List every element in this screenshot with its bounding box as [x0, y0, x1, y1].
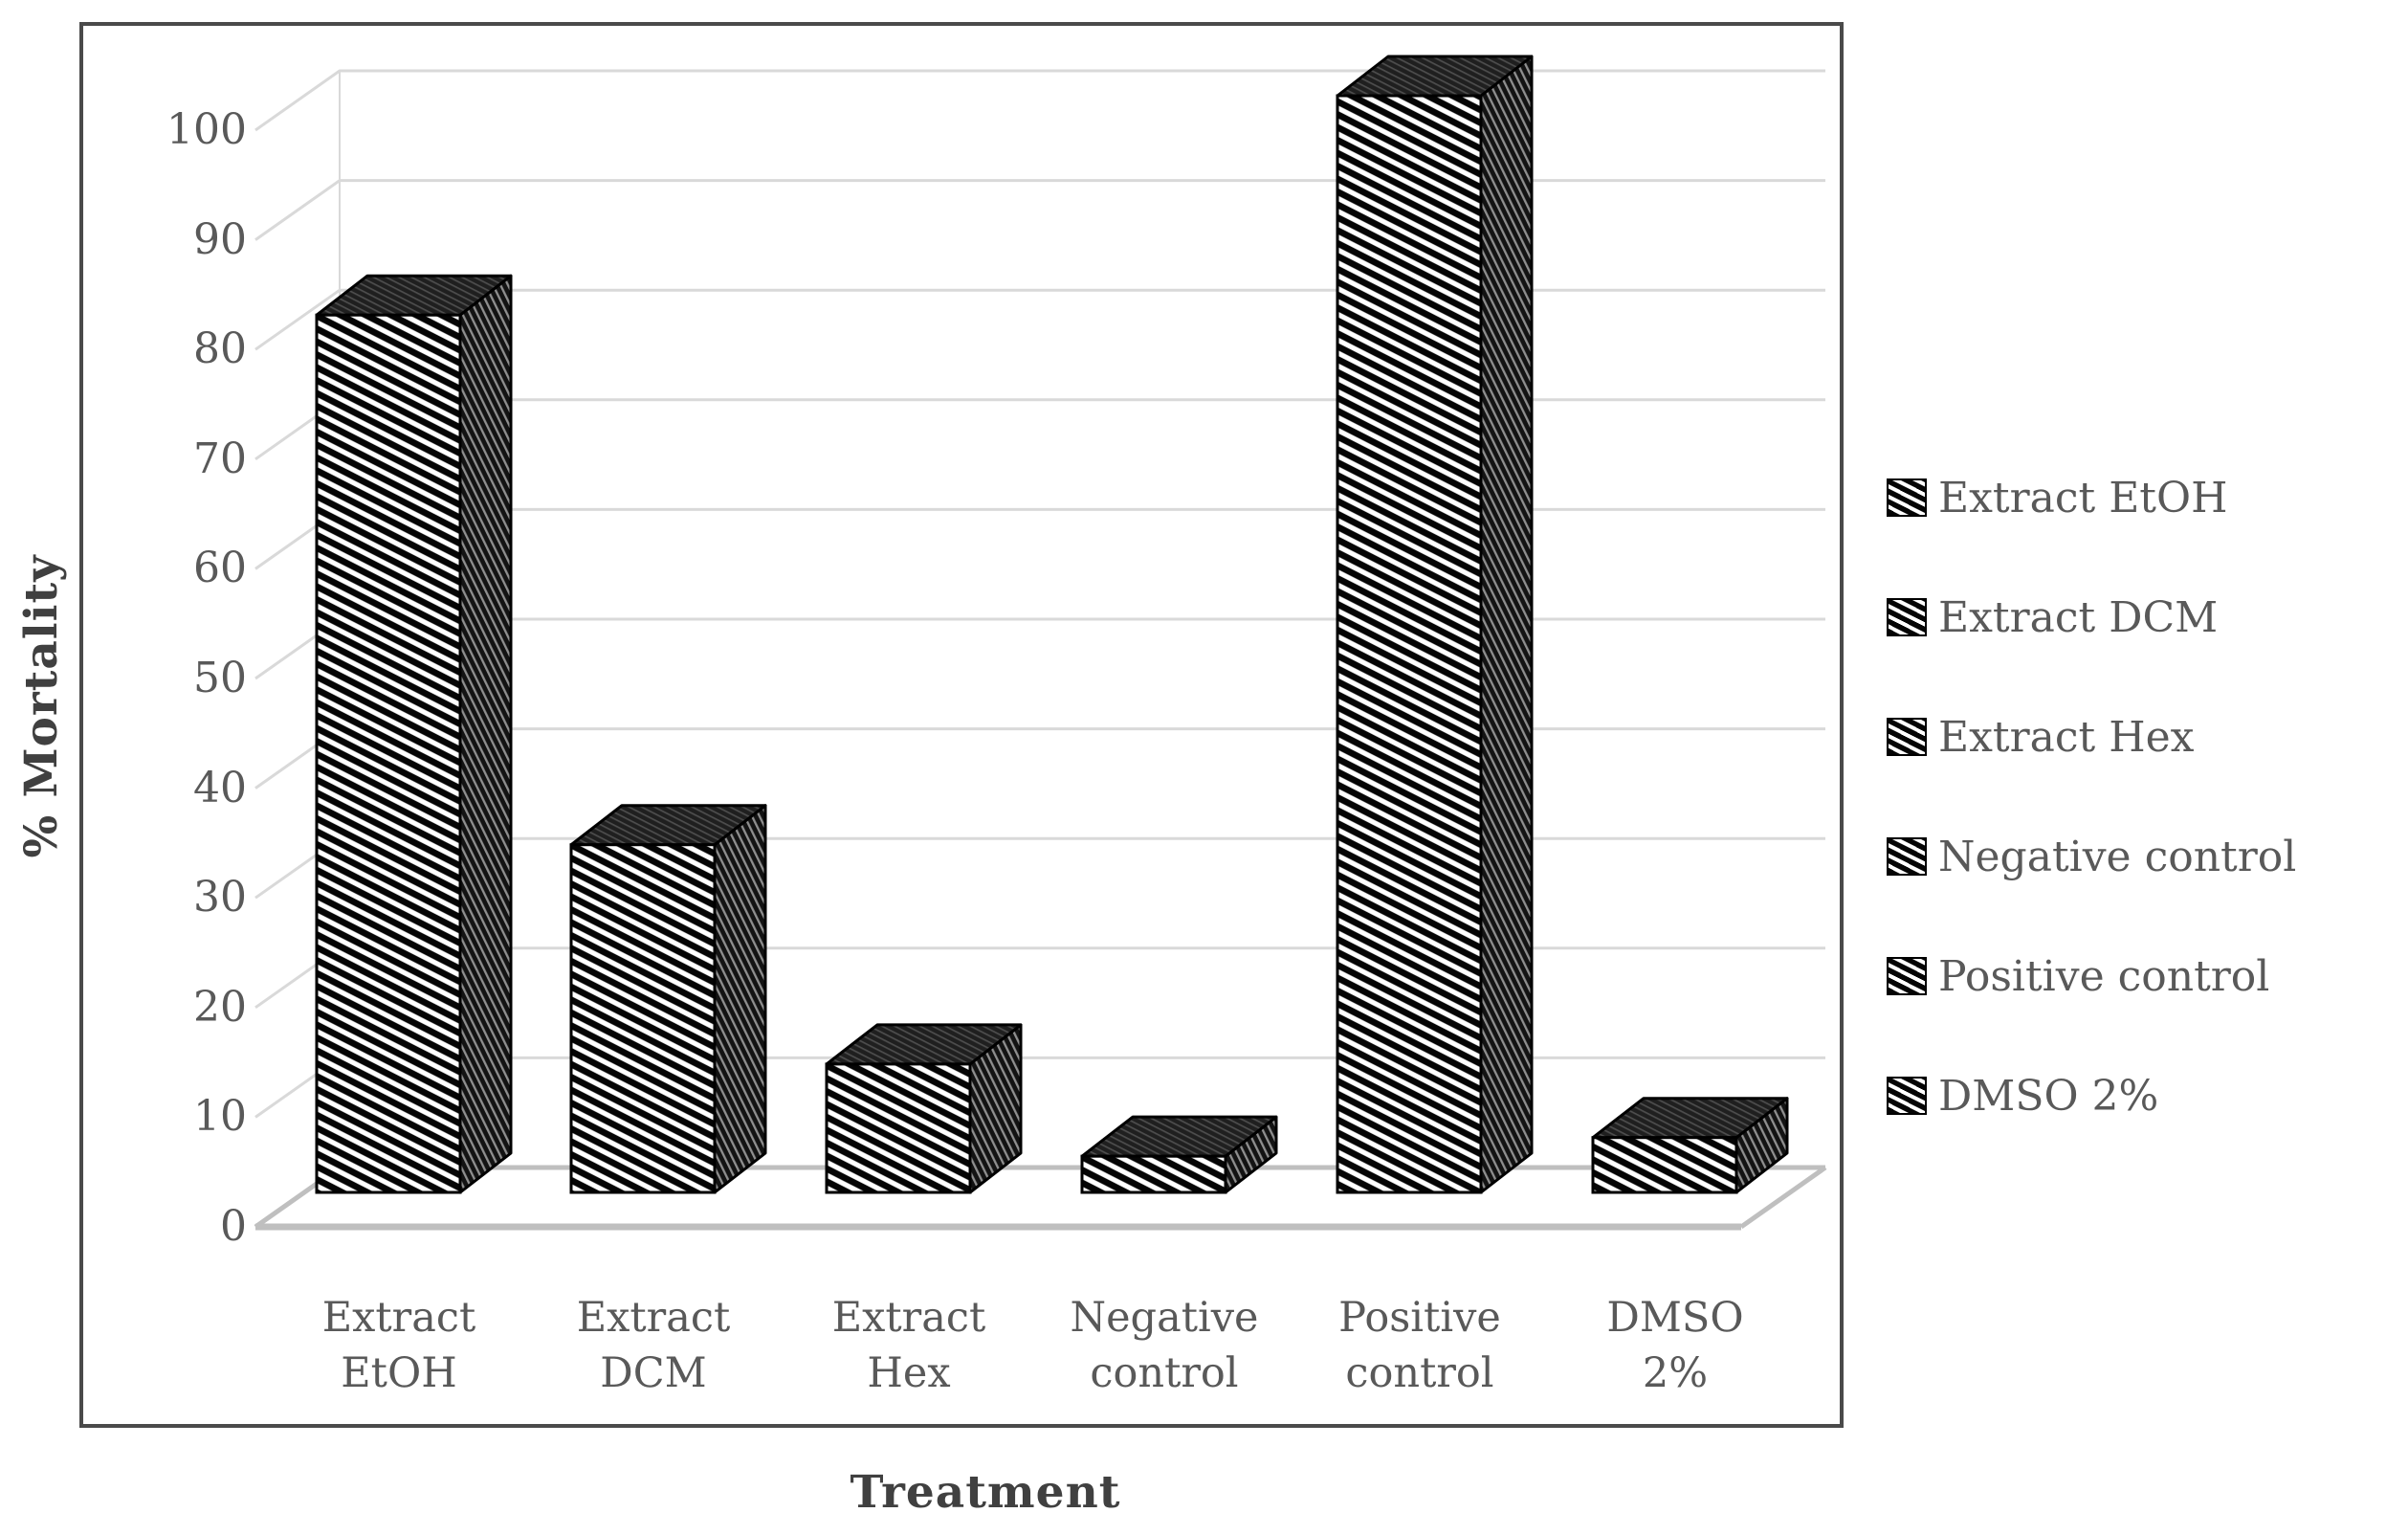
bar-side-face [1479, 55, 1534, 1194]
bar-extract-etoh [315, 274, 513, 1194]
category-label-line: 2% [1642, 1349, 1709, 1397]
legend-item-negative-control: Negative control [1887, 827, 2296, 886]
category-label-line: control [1345, 1349, 1494, 1397]
category-label-line: EtOH [341, 1349, 457, 1397]
y-tick-label-60: 60 [193, 544, 247, 593]
bar-front-face [825, 1062, 972, 1194]
gridline-100 [254, 69, 1825, 132]
category-label-line: control [1090, 1349, 1239, 1397]
category-label-line: Positive [1338, 1294, 1501, 1342]
bar-extract-dcm [569, 804, 767, 1194]
category-label-negative-control: Negative control [1045, 1290, 1284, 1401]
chart-frame-border [79, 22, 1844, 1428]
y-tick-label-70: 70 [193, 434, 247, 483]
legend-swatch-hatch-icon [1887, 598, 1927, 636]
category-label-line: Extract [321, 1294, 476, 1342]
category-label-line: DCM [600, 1349, 707, 1397]
bars [315, 55, 1789, 1194]
category-label-extract-hex: Extract Hex [789, 1290, 1028, 1401]
y-tick-label-100: 100 [166, 105, 247, 154]
y-tick-label-10: 10 [193, 1092, 247, 1142]
chart-floor [255, 1165, 1827, 1231]
legend-label: Negative control [1938, 832, 2297, 881]
legend-swatch-hatch-icon [1887, 957, 1927, 995]
bar-front-face [1336, 94, 1483, 1194]
legend-label: Positive control [1938, 951, 2270, 1001]
legend-label: Extract Hex [1938, 712, 2195, 762]
legend-label: DMSO 2% [1938, 1071, 2159, 1121]
y-tick-label-50: 50 [193, 654, 247, 702]
category-label-line: Hex [867, 1349, 951, 1397]
bar-side-face [458, 274, 513, 1194]
y-tick-label-40: 40 [193, 763, 247, 812]
bar-side-face [713, 804, 767, 1194]
bar-front-face [1591, 1136, 1738, 1194]
category-label-extract-dcm: Extract DCM [534, 1290, 773, 1401]
bar-front-face [569, 843, 717, 1194]
legend-item-extract-dcm: Extract DCM [1887, 588, 2218, 647]
bar-front-face [1080, 1154, 1227, 1194]
category-label-extract-etoh: Extract EtOH [279, 1290, 519, 1401]
legend-swatch-hatch-icon [1887, 1077, 1927, 1115]
gridline-90 [254, 179, 1825, 241]
category-label-line: Extract [576, 1294, 731, 1342]
legend-item-dmso-2: DMSO 2% [1887, 1066, 2158, 1125]
y-tick-label-30: 30 [193, 873, 247, 923]
legend-item-positive-control: Positive control [1887, 946, 2269, 1006]
legend-item-extract-hex: Extract Hex [1887, 707, 2194, 767]
bar-dmso-2 [1591, 1097, 1789, 1194]
y-tick-label-0: 0 [220, 1202, 247, 1251]
y-tick-label-80: 80 [193, 324, 247, 374]
bar-positive-control [1336, 55, 1534, 1194]
category-label-line: Negative [1070, 1294, 1259, 1342]
legend-label: Extract EtOH [1938, 473, 2228, 523]
category-label-line: DMSO [1606, 1294, 1744, 1342]
y-tick-label-20: 20 [193, 982, 247, 1032]
bar-negative-control [1080, 1115, 1278, 1194]
y-tick-label-90: 90 [193, 214, 247, 264]
category-label-dmso-2: DMSO 2% [1556, 1290, 1795, 1401]
bar-front-face [315, 313, 462, 1194]
legend-label: Extract DCM [1938, 592, 2219, 642]
y-axis-title: % Mortality [15, 554, 68, 858]
legend-swatch-hatch-icon [1887, 837, 1927, 876]
category-label-line: Extract [831, 1294, 986, 1342]
legend-swatch-hatch-icon [1887, 718, 1927, 756]
legend-swatch-hatch-icon [1887, 478, 1927, 517]
x-axis-title: Treatment [850, 1466, 1121, 1519]
bar-extract-hex [825, 1023, 1023, 1194]
legend-item-extract-etoh: Extract EtOH [1887, 468, 2227, 527]
gridline-0 [254, 1165, 1825, 1230]
category-label-positive-control: Positive control [1300, 1290, 1539, 1401]
floor-right-edge [1739, 1165, 1827, 1230]
